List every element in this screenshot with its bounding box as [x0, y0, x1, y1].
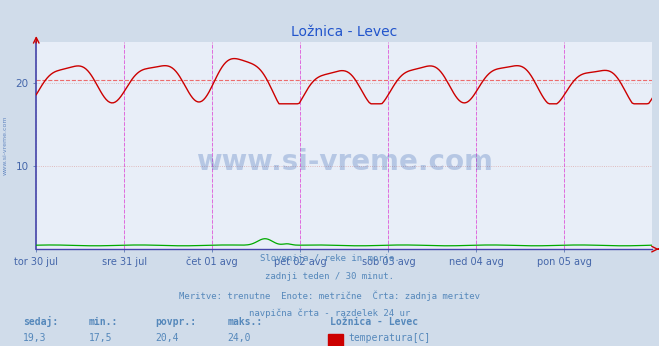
Text: povpr.:: povpr.: [155, 317, 196, 327]
Text: min.:: min.: [89, 317, 119, 327]
Text: 17,5: 17,5 [89, 333, 113, 343]
Text: Meritve: trenutne  Enote: metrične  Črta: zadnja meritev: Meritve: trenutne Enote: metrične Črta: … [179, 290, 480, 301]
Text: www.si-vreme.com: www.si-vreme.com [3, 116, 8, 175]
Text: temperatura[C]: temperatura[C] [348, 333, 430, 343]
Text: maks.:: maks.: [227, 317, 262, 327]
Title: Ložnica - Levec: Ložnica - Levec [291, 25, 397, 39]
Text: Ložnica - Levec: Ložnica - Levec [330, 317, 418, 327]
Text: 20,4: 20,4 [155, 333, 179, 343]
Text: zadnji teden / 30 minut.: zadnji teden / 30 minut. [265, 272, 394, 281]
Text: 24,0: 24,0 [227, 333, 251, 343]
Text: navpična črta - razdelek 24 ur: navpična črta - razdelek 24 ur [249, 308, 410, 318]
Text: www.si-vreme.com: www.si-vreme.com [196, 148, 493, 176]
Text: sedaj:: sedaj: [23, 316, 58, 327]
Text: Slovenija / reke in morje.: Slovenija / reke in morje. [260, 254, 399, 263]
Text: 19,3: 19,3 [23, 333, 47, 343]
